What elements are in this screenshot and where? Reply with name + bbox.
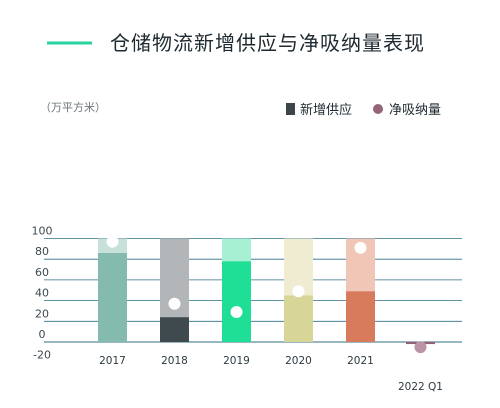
- legend-dot-swatch: [373, 104, 383, 114]
- point-net-absorption: [414, 341, 427, 354]
- x-tick-label: 2018: [161, 355, 188, 367]
- point-net-absorption: [106, 235, 119, 248]
- point-net-absorption: [292, 285, 305, 298]
- point-net-absorption: [168, 297, 181, 310]
- legend: 新增供应 净吸纳量: [286, 102, 441, 118]
- y-tick-label: 0: [39, 328, 46, 341]
- x-tick-label: 2021: [347, 355, 374, 367]
- points: [106, 235, 427, 354]
- y-tick-label: 20: [35, 307, 49, 320]
- chart-title: 仓储物流新增供应与净吸纳量表现: [110, 31, 425, 55]
- y-tick-label: 40: [35, 287, 49, 300]
- y-tick-label: 80: [35, 245, 49, 258]
- x-axis-labels: 2017 2018 2019 2020 2021 2022 Q1: [99, 355, 443, 393]
- y-tick-label: 100: [32, 225, 53, 238]
- point-net-absorption: [354, 241, 367, 254]
- y-axis-unit: （万平方米）: [40, 100, 106, 114]
- legend-label-absorption: 净吸纳量: [389, 103, 441, 118]
- point-net-absorption: [230, 305, 243, 318]
- x-tick-label: 2017: [99, 355, 126, 367]
- y-tick-label: 60: [35, 266, 49, 279]
- x-tick-label: 2019: [223, 355, 250, 367]
- bars: [98, 238, 435, 345]
- bar-new-supply: [160, 317, 189, 342]
- bar-remainder: [222, 238, 251, 262]
- legend-label-supply: 新增供应: [300, 102, 352, 118]
- bar-new-supply: [98, 252, 127, 342]
- x-tick-label: 2020: [285, 355, 312, 367]
- legend-bar-swatch: [286, 103, 295, 115]
- y-tick-label: -20: [33, 349, 51, 362]
- bar-new-supply: [222, 261, 251, 342]
- bar-new-supply: [284, 295, 313, 342]
- x-tick-label: 2022 Q1: [398, 381, 443, 393]
- grid: 100 80 60 40 20 0 -20: [32, 225, 462, 362]
- bar-new-supply: [346, 291, 375, 342]
